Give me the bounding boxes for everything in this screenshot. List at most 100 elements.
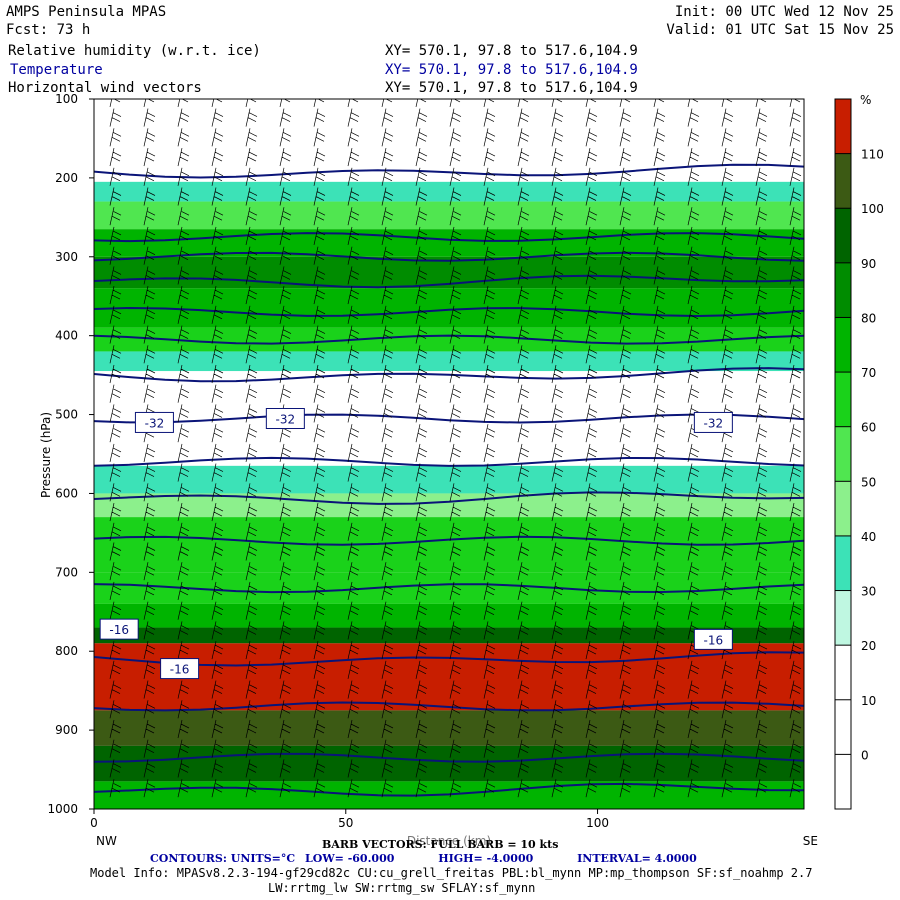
colorbar-level-label: 60 (861, 421, 876, 435)
wind-barb-column (653, 99, 666, 798)
x-tick-label: 0 (90, 816, 98, 830)
temperature-contour-line (94, 306, 804, 318)
rh-band (94, 745, 804, 782)
x-end-label-left: NW (96, 834, 117, 848)
contours-high: HIGH= -4.0000 (438, 852, 534, 865)
wind-barb-column (483, 99, 496, 798)
wind-barb-column (551, 99, 564, 798)
contour-label: -16 (704, 633, 724, 647)
colorbar-segment (835, 754, 851, 809)
init-time: Init: 00 UTC Wed 12 Nov 25 (674, 4, 894, 20)
contour-label: -32 (145, 416, 165, 430)
x-tick-label: 100 (586, 816, 609, 830)
y-tick-label: 600 (55, 486, 78, 500)
barb-note: BARB VECTORS: FULL BARB = 10 kts (322, 838, 559, 851)
field-xy-wind: XY= 570.1, 97.8 to 517.6,104.9 (385, 80, 638, 96)
y-tick-label: 800 (55, 644, 78, 658)
field-xy-rh: XY= 570.1, 97.8 to 517.6,104.9 (385, 43, 638, 59)
y-tick-label: 700 (55, 565, 78, 579)
temperature-contour-line (94, 491, 804, 505)
contour-labels: -32 -32 -32 -16 -16 -16 (99, 408, 733, 680)
temperature-contour-line (94, 251, 804, 262)
rh-band (94, 627, 804, 644)
colorbar-level-label: 0 (861, 748, 869, 762)
colorbar-unit: % (860, 93, 871, 107)
contours-label: CONTOURS: (150, 852, 227, 865)
rh-band (94, 327, 804, 352)
colorbar-segment (835, 590, 851, 646)
forecast-hour: Fcst: 73 h (6, 22, 91, 38)
field-name-rh: Relative humidity (w.r.t. ice) (8, 43, 261, 59)
wind-barbs (109, 99, 802, 798)
y-tick-label: 100 (55, 92, 78, 106)
colorbar-segment (835, 535, 851, 591)
wind-barb-column (449, 99, 462, 798)
colorbar-segment (835, 317, 851, 373)
wind-barb-column (313, 99, 326, 798)
colorbar-segment (835, 208, 851, 263)
y-tick-label: 200 (55, 171, 78, 185)
wind-barb-column (245, 99, 258, 798)
wind-barb-column (789, 99, 802, 798)
temperature-contour-line (94, 651, 804, 667)
y-axis-label: Pressure (hPa) (39, 412, 53, 498)
colorbar-segment (835, 699, 851, 755)
contour-label-box (693, 411, 733, 433)
rh-band (94, 710, 804, 746)
contours-interval: INTERVAL= 4.0000 (577, 852, 697, 865)
contours-units: UNITS=°C (230, 852, 296, 865)
rh-band (94, 99, 804, 182)
temperature-contour-line (94, 583, 804, 594)
colorbar-segment (835, 481, 851, 536)
wind-barb-column (755, 99, 768, 798)
colorbar-frame (834, 98, 852, 810)
model-name: AMPS Peninsula MPAS (6, 4, 167, 20)
contour-label: -16 (109, 623, 129, 637)
colorbar-level-label: 30 (861, 585, 876, 599)
field-xy-temperature: XY= 570.1, 97.8 to 517.6,104.9 (385, 62, 638, 78)
colorbar-segment (835, 99, 851, 154)
wind-barb-column (619, 99, 632, 798)
rh-band (94, 201, 804, 230)
contour-label-box (99, 618, 139, 640)
temperature-contour-line (94, 701, 804, 712)
temperature-contours (94, 163, 804, 797)
x-tick-label: 50 (338, 816, 353, 830)
contours-info: CONTOURS: UNITS=°C LOW= -60.000 HIGH= -4… (150, 852, 697, 865)
rh-band (94, 351, 804, 372)
rh-band (94, 465, 804, 494)
colorbar-level-label: 70 (861, 366, 876, 380)
wind-barb-column (381, 99, 394, 798)
wind-barb-column (415, 99, 428, 798)
colorbar-level-label: 100 (861, 202, 884, 216)
contour-label-box (693, 628, 733, 650)
x-end-label-right: SE (803, 834, 818, 848)
wind-barb-column (347, 99, 360, 798)
wind-barb-column (211, 99, 224, 798)
colorbar-segment (835, 372, 851, 427)
colorbar-level-label: 90 (861, 257, 876, 271)
colorbar-level-label: 20 (861, 639, 876, 653)
rh-band (94, 181, 804, 202)
colorbar-level-label: 80 (861, 311, 876, 325)
field-name-temperature: Temperature (10, 62, 103, 78)
y-tick-label: 900 (55, 723, 78, 737)
contour-label-box (134, 411, 174, 433)
colorbar-segment (835, 262, 851, 318)
rh-band (94, 643, 804, 711)
temperature-contour-line (94, 232, 804, 243)
colorbar: 0 10 20 30 40 50 60 70 80 90 100 110 (834, 98, 884, 810)
contours-low: LOW= -60.000 (305, 852, 395, 865)
colorbar-segment (835, 645, 851, 700)
y-tick-label: 300 (55, 250, 78, 264)
rh-band (94, 288, 804, 328)
model-info: Model Info: MPASv8.2.3-194-gf29cd82c CU:… (90, 866, 813, 880)
wind-barb-column (585, 99, 598, 798)
colorbar-level-label: 110 (861, 148, 884, 162)
wind-barb-column (109, 99, 122, 798)
wind-barb-column (517, 99, 530, 798)
y-tick-label: 400 (55, 329, 78, 343)
temperature-contour-line (94, 782, 804, 797)
y-tick-label: 500 (55, 408, 78, 422)
